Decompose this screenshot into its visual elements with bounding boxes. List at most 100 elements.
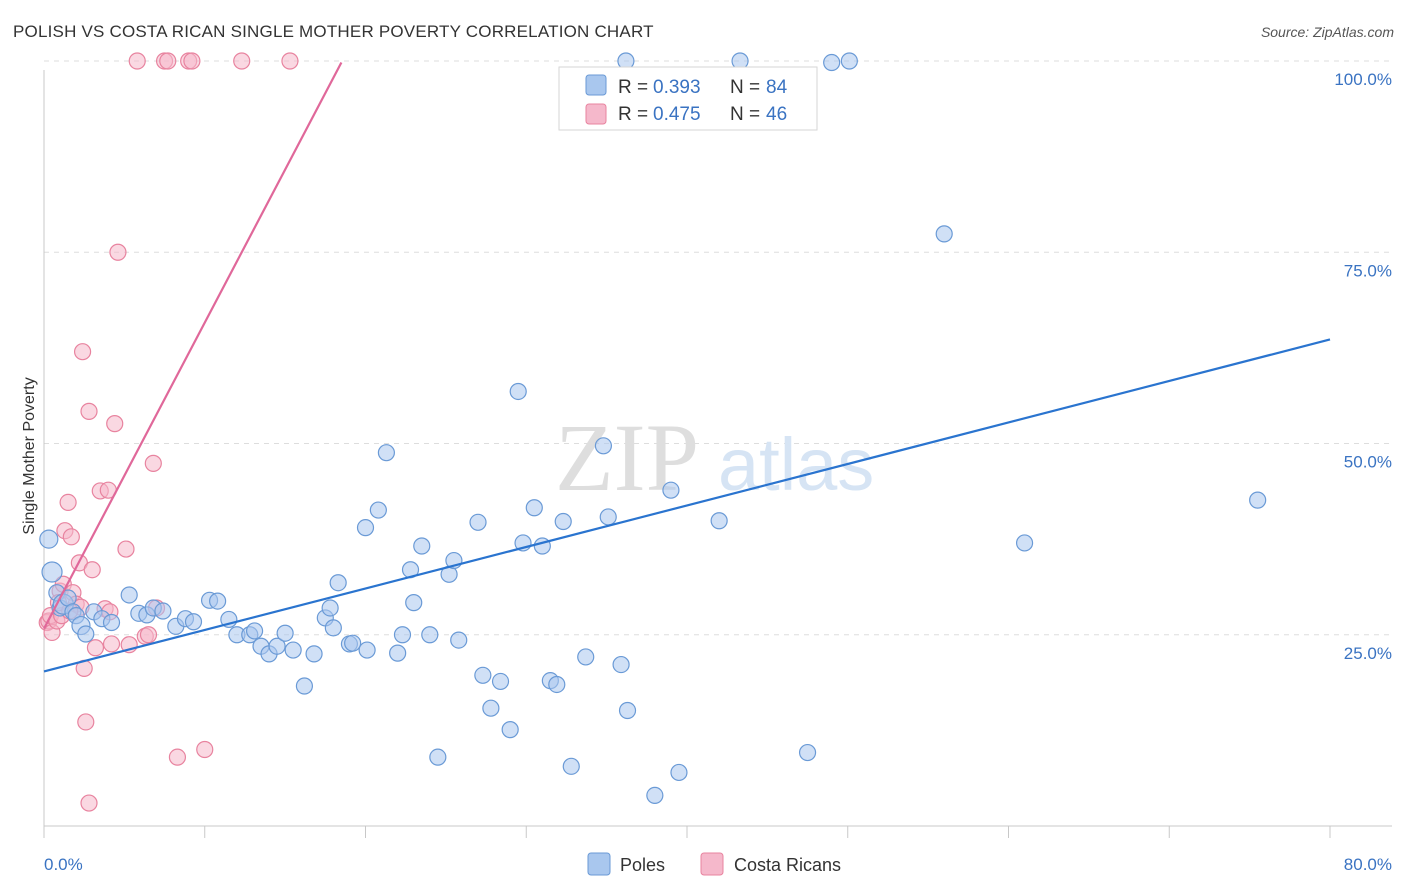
data-point: [840, 52, 858, 70]
data-point: [413, 537, 431, 555]
data-point: [62, 528, 80, 546]
data-point: [109, 243, 127, 261]
data-point: [268, 637, 286, 655]
x-tick-label-max: 80.0%: [1344, 855, 1392, 874]
data-point: [935, 225, 953, 243]
data-point: [276, 624, 294, 642]
data-point: [295, 677, 314, 695]
data-point: [662, 481, 680, 499]
chart-source: Source: ZipAtlas.com: [1260, 24, 1394, 40]
data-point: [168, 748, 187, 766]
data-point: [548, 675, 566, 694]
data-point: [710, 512, 728, 530]
data-point: [154, 602, 172, 620]
data-point: [233, 52, 251, 70]
legend-bottom-poles-label: Poles: [620, 855, 665, 875]
data-point: [281, 52, 299, 70]
watermark: ZIP atlas: [555, 404, 874, 511]
y-tick-label: 100.0%: [1334, 70, 1392, 89]
data-point: [525, 499, 543, 517]
data-point: [501, 721, 519, 739]
data-point: [358, 641, 376, 659]
axes: [43, 70, 1392, 827]
data-point: [106, 415, 124, 433]
data-point: [41, 561, 63, 583]
data-point: [554, 512, 572, 531]
data-point: [117, 540, 135, 558]
watermark-atlas: atlas: [718, 423, 874, 506]
legend-poles-r-value: 0.393: [653, 77, 701, 98]
data-point: [80, 794, 98, 812]
grid: [44, 60, 1392, 636]
costa-ricans-points: [38, 52, 299, 812]
legend-bottom-costa-ricans-swatch: [700, 852, 724, 876]
legend-bottom: Poles Costa Ricans: [587, 852, 841, 876]
data-point: [209, 592, 227, 610]
data-point: [356, 519, 375, 537]
data-point: [474, 666, 492, 684]
data-point: [393, 626, 412, 644]
data-point: [369, 501, 387, 519]
data-point: [159, 52, 177, 70]
legend-poles-n-value: 84: [766, 77, 788, 98]
data-point: [120, 586, 138, 604]
y-tick-label: 75.0%: [1344, 261, 1392, 280]
data-point: [305, 645, 323, 663]
data-point: [798, 743, 817, 762]
data-point: [86, 639, 105, 657]
data-point: [128, 52, 146, 70]
data-point: [450, 631, 468, 649]
data-point: [324, 619, 342, 637]
data-point: [77, 625, 95, 643]
data-point: [245, 622, 264, 640]
data-point: [612, 655, 630, 674]
legend-poles-swatch: [585, 74, 607, 96]
chart-title: POLISH VS COSTA RICAN SINGLE MOTHER POVE…: [13, 22, 654, 41]
y-tick-label: 50.0%: [1344, 453, 1392, 472]
data-point: [421, 626, 439, 644]
data-point: [599, 508, 617, 526]
legend-costa-ricans-r-value: 0.475: [653, 104, 701, 125]
data-point: [139, 626, 158, 644]
data-point: [646, 786, 664, 805]
data-point: [83, 561, 101, 579]
data-point: [562, 757, 580, 775]
data-point: [491, 672, 510, 691]
x-tick-label-min: 0.0%: [44, 855, 83, 874]
data-point: [73, 343, 92, 361]
legend-costa-ricans-n-value: 46: [766, 104, 787, 125]
legend-top: R = 0.393 N = 84 R = 0.475 N = 46: [558, 66, 818, 131]
data-point: [377, 444, 395, 462]
data-point: [184, 613, 203, 631]
legend-poles-n-label: N =: [730, 77, 760, 98]
data-point: [102, 613, 121, 632]
data-point: [1249, 491, 1267, 509]
legend-poles-r-label: R =: [618, 77, 648, 98]
data-point: [594, 437, 613, 455]
data-point: [823, 53, 841, 72]
data-point: [80, 402, 98, 420]
data-point: [405, 594, 423, 612]
y-tick-labels: 25.0% 50.0% 75.0% 100.0%: [1334, 70, 1392, 663]
data-point: [77, 713, 95, 731]
y-tick-label: 25.0%: [1344, 644, 1392, 663]
data-point: [618, 701, 637, 720]
legend-costa-ricans-r-label: R =: [618, 104, 648, 125]
data-point: [284, 641, 302, 659]
poles-trendline: [43, 338, 1331, 673]
data-point: [469, 513, 487, 531]
y-axis-title: Single Mother Poverty: [21, 377, 38, 534]
data-point: [389, 644, 407, 662]
x-ticks: [43, 826, 1331, 838]
trendlines: [43, 62, 1331, 673]
legend-costa-ricans-swatch: [585, 103, 607, 125]
data-point: [482, 699, 500, 717]
costa-ricans-trendline: [43, 62, 343, 630]
legend-bottom-costa-ricans-label: Costa Ricans: [734, 855, 841, 875]
data-point: [1015, 534, 1034, 552]
data-point: [321, 599, 339, 617]
data-point: [577, 648, 595, 666]
data-point: [183, 52, 201, 70]
data-point: [39, 529, 59, 549]
